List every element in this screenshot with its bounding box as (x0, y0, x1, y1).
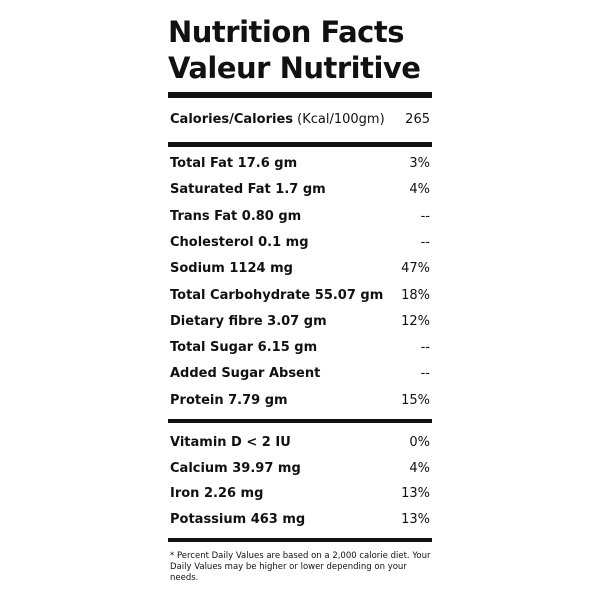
title: Nutrition Facts (168, 15, 404, 49)
daily-value: 12% (401, 313, 430, 329)
nutrient-row: Vitamin D < 2 IU 0% (170, 434, 430, 452)
nutrient-row: Protein 7.79 gm 15% (170, 392, 430, 410)
daily-value: -- (420, 340, 430, 356)
daily-value: 4% (409, 460, 430, 476)
nutrient-row: Saturated Fat 1.7 gm 4% (170, 181, 430, 199)
label-panel (150, 0, 450, 600)
divider (168, 419, 432, 423)
nutrient-label: Trans Fat 0.80 gm (170, 208, 302, 224)
nutrient-row: Sodium 1124 mg 47% (170, 260, 430, 278)
nutrient-label: Added Sugar Absent (170, 366, 321, 382)
nutrient-row: Total Sugar 6.15 gm -- (170, 339, 430, 357)
nutrient-row: Added Sugar Absent -- (170, 365, 430, 383)
daily-value: 47% (401, 261, 430, 277)
calories-row: Calories/Calories (Kcal/100gm) 265 (170, 111, 430, 129)
divider (168, 92, 432, 98)
calories-label: Calories/Calories (170, 112, 293, 127)
daily-value: -- (420, 234, 430, 250)
nutrient-label: Dietary fibre 3.07 gm (170, 313, 327, 329)
nutrient-label: Total Sugar 6.15 gm (170, 340, 318, 356)
daily-value: 13% (401, 486, 430, 501)
daily-value: 0% (409, 435, 430, 450)
nutrient-label: Protein 7.79 gm (170, 392, 288, 408)
nutrient-row: Total Carbohydrate 55.07 gm 18% (170, 287, 430, 305)
calories-value: 265 (405, 112, 430, 127)
nutrient-label: Calcium 39.97 mg (170, 460, 301, 476)
divider (168, 142, 432, 147)
daily-value: 3% (409, 156, 430, 171)
nutrient-label: Total Fat 17.6 gm (170, 156, 298, 171)
nutrient-label: Total Carbohydrate 55.07 gm (170, 287, 384, 303)
nutrient-row: Calcium 39.97 mg 4% (170, 460, 430, 478)
nutrient-label: Cholesterol 0.1 mg (170, 234, 309, 250)
nutrient-row: Cholesterol 0.1 mg -- (170, 234, 430, 252)
nutrient-label: Saturated Fat 1.7 gm (170, 182, 326, 198)
nutrient-row: Total Fat 17.6 gm 3% (170, 155, 430, 173)
nutrient-row: Iron 2.26 mg 13% (170, 485, 430, 503)
daily-value: 15% (401, 392, 430, 408)
nutrient-row: Trans Fat 0.80 gm -- (170, 208, 430, 226)
nutrient-label: Sodium 1124 mg (170, 261, 293, 277)
daily-value: -- (420, 366, 430, 382)
divider (168, 538, 432, 542)
nutrient-row: Dietary fibre 3.07 gm 12% (170, 313, 430, 331)
title: Valeur Nutritive (168, 51, 421, 85)
footnote: * Percent Daily Values are based on a 2,… (170, 551, 431, 583)
daily-value: 13% (401, 511, 430, 527)
daily-value: -- (420, 208, 430, 224)
nutrient-label: Iron 2.26 mg (170, 486, 264, 501)
nutrient-row: Potassium 463 mg 13% (170, 511, 430, 529)
nutrient-label: Potassium 463 mg (170, 511, 306, 527)
daily-value: 18% (401, 287, 430, 303)
nutrient-label: Vitamin D < 2 IU (170, 435, 291, 450)
daily-value: 4% (409, 182, 430, 198)
calories-unit: (Kcal/100gm) (297, 112, 385, 127)
